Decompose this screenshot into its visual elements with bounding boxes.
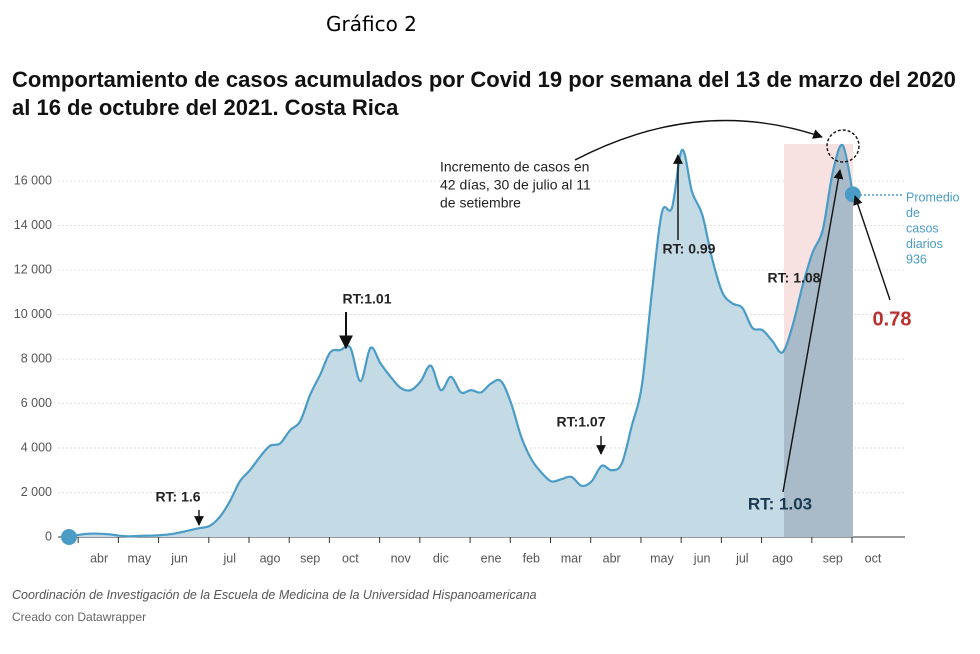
y-tick-label: 2 000 — [21, 485, 52, 499]
x-tick-label: oct — [342, 551, 359, 565]
x-tick-label: ago — [772, 551, 793, 565]
x-tick-label: dic — [433, 551, 449, 565]
annotation: 42 días, 30 de julio al 11 — [440, 177, 591, 193]
point — [844, 186, 861, 203]
area — [69, 144, 853, 537]
y-tick-label: 0 — [45, 529, 52, 543]
source: Coordinación de Investigación de la Escu… — [12, 588, 537, 602]
annotation: diarios — [906, 237, 943, 251]
x-tick-label: feb — [523, 551, 540, 565]
annotation: de setiembre — [440, 195, 521, 211]
chart-title: Comportamiento de casos acumulados por C… — [12, 67, 956, 120]
annotation: RT: 1.03 — [748, 494, 812, 513]
x-tick-label: oct — [865, 551, 882, 565]
y-tick-label: 6 000 — [21, 396, 52, 410]
x-tick-label: nov — [391, 551, 412, 565]
credit: Creado con Datawrapper — [12, 610, 147, 624]
x-tick-label: ene — [481, 551, 502, 565]
y-tick-label: 14 000 — [14, 218, 52, 232]
x-tick-label: ago — [260, 551, 281, 565]
annotation: RT: 1.08 — [768, 270, 821, 286]
annotation: RT: 0.99 — [663, 241, 716, 257]
y-tick-label: 12 000 — [14, 262, 52, 276]
point — [61, 529, 77, 545]
annotation: RT:1.07 — [556, 414, 605, 430]
x-tick-label: may — [128, 551, 152, 565]
annotation: 936 — [906, 252, 927, 266]
annotation: Promedio — [906, 190, 960, 204]
annotation: RT:1.01 — [342, 291, 391, 307]
x-tick-label: abr — [603, 551, 621, 565]
x-tick-label: jun — [170, 551, 188, 565]
arrows — [194, 119, 902, 526]
line — [68, 143, 854, 539]
x-tick-label: may — [650, 551, 674, 565]
annotation: de — [906, 206, 920, 220]
x-tick-label: abr — [90, 551, 108, 565]
annotation: 0.78 — [873, 308, 912, 330]
x-tick-label: jul — [223, 551, 237, 565]
annotation: RT: 1.6 — [155, 489, 200, 505]
x-tick-label: jul — [735, 551, 749, 565]
header: Gráfico 2 — [326, 12, 417, 36]
x-tick-label: mar — [561, 551, 583, 565]
x-tick-label: sep — [823, 551, 843, 565]
annotation: Incremento de casos en — [440, 159, 589, 175]
annotation: casos — [906, 221, 939, 235]
y-tick-label: 8 000 — [21, 351, 52, 365]
y-tick-label: 16 000 — [14, 173, 52, 187]
y-tick-label: 10 000 — [14, 307, 52, 321]
y-tick-label: 4 000 — [21, 440, 52, 454]
x-tick-label: sep — [300, 551, 320, 565]
x-tick-label: jun — [693, 551, 711, 565]
